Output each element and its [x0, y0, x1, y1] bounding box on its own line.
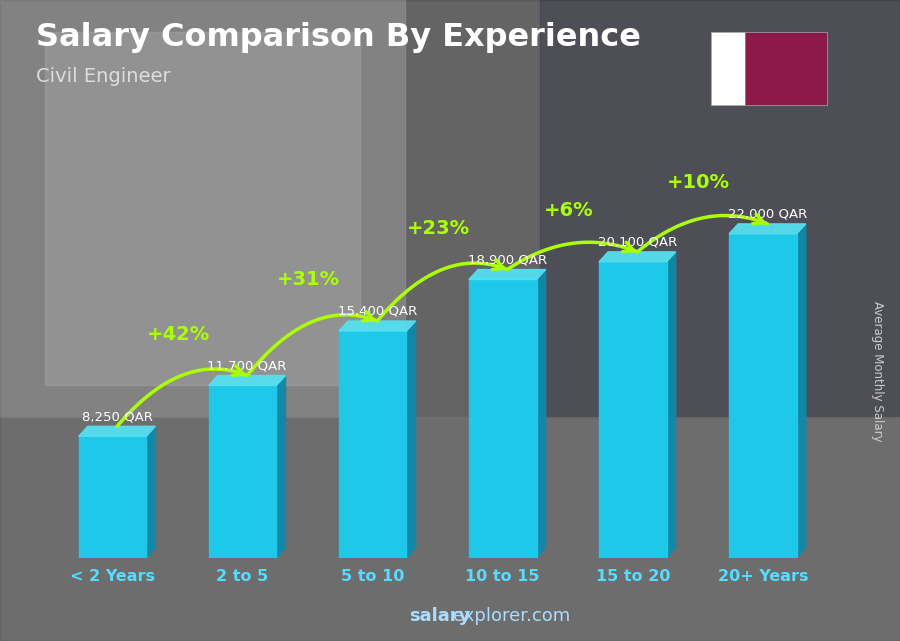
Text: Average Monthly Salary: Average Monthly Salary: [871, 301, 884, 442]
Bar: [469, 279, 536, 558]
Polygon shape: [746, 97, 758, 106]
Text: +31%: +31%: [276, 271, 340, 289]
Polygon shape: [147, 426, 156, 558]
Polygon shape: [746, 65, 758, 73]
Polygon shape: [746, 73, 758, 81]
Polygon shape: [746, 49, 758, 56]
Polygon shape: [276, 376, 285, 558]
Text: +6%: +6%: [544, 201, 593, 220]
Text: 20,100 QAR: 20,100 QAR: [598, 236, 677, 249]
Polygon shape: [209, 376, 285, 385]
Text: explorer.com: explorer.com: [453, 607, 570, 625]
Bar: [711, 32, 746, 106]
Text: 22,000 QAR: 22,000 QAR: [728, 208, 807, 221]
Bar: [540, 0, 900, 417]
Text: 18,900 QAR: 18,900 QAR: [468, 253, 547, 267]
Polygon shape: [746, 81, 758, 89]
Polygon shape: [536, 269, 545, 558]
Polygon shape: [338, 321, 416, 331]
Polygon shape: [407, 321, 416, 558]
Polygon shape: [746, 32, 758, 40]
Bar: [209, 385, 276, 558]
Polygon shape: [667, 252, 676, 558]
Text: 11,700 QAR: 11,700 QAR: [208, 360, 287, 372]
Text: 8,250 QAR: 8,250 QAR: [82, 410, 152, 423]
Text: 15,400 QAR: 15,400 QAR: [338, 305, 417, 318]
Bar: [729, 234, 796, 558]
Text: +42%: +42%: [147, 325, 210, 344]
Polygon shape: [469, 269, 545, 279]
Bar: [338, 331, 407, 558]
Text: Civil Engineer: Civil Engineer: [36, 67, 171, 87]
Text: +10%: +10%: [667, 173, 730, 192]
Polygon shape: [796, 224, 806, 558]
Bar: [0, 0, 405, 417]
Polygon shape: [746, 89, 758, 97]
Text: salary: salary: [410, 607, 471, 625]
Bar: [599, 262, 667, 558]
Text: Salary Comparison By Experience: Salary Comparison By Experience: [36, 22, 641, 53]
Polygon shape: [599, 252, 676, 262]
Polygon shape: [746, 56, 758, 65]
Polygon shape: [78, 426, 156, 437]
Bar: [746, 32, 828, 106]
Polygon shape: [746, 40, 758, 49]
Bar: [0, 417, 900, 641]
Bar: [78, 437, 147, 558]
Text: +23%: +23%: [407, 219, 470, 238]
Bar: [45, 32, 360, 385]
Polygon shape: [729, 224, 806, 234]
